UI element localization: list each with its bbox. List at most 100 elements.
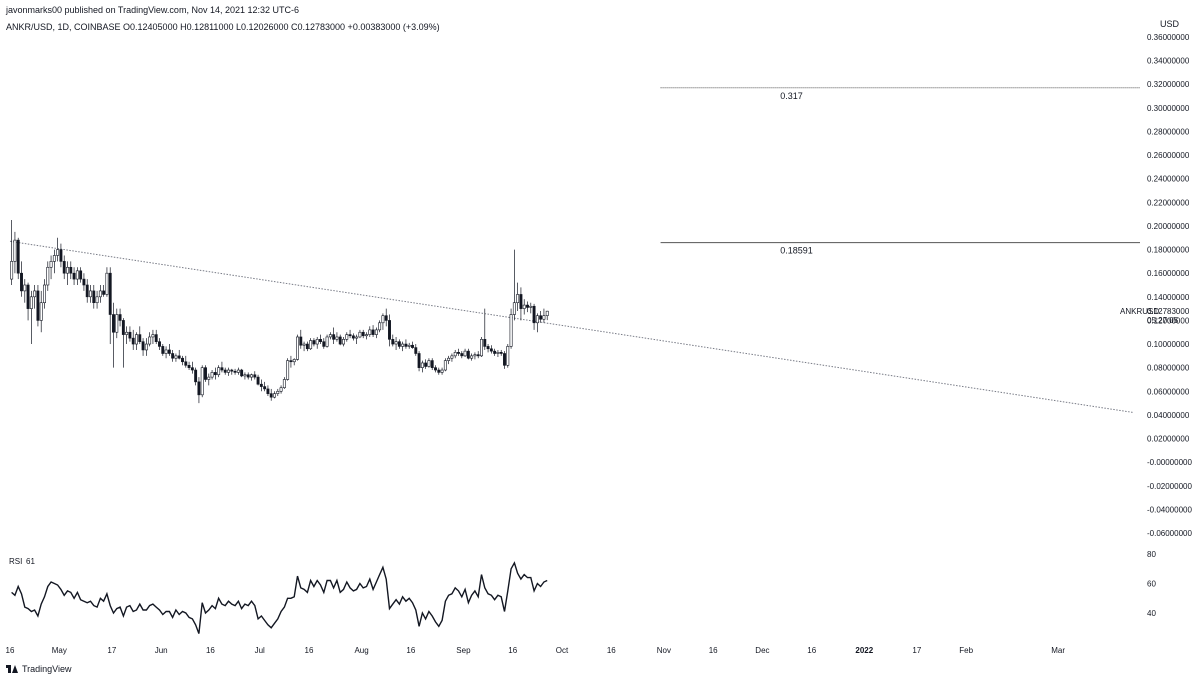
annotation-layer: 0.317 0.18591 [660,87,1140,256]
candle-body [457,352,460,354]
candle-body [407,344,411,347]
candle-body [39,302,43,321]
time-tick-label: 16 [305,646,314,655]
candle-body [26,284,30,309]
candle-body [417,353,421,368]
candle-body [486,346,490,350]
time-axis[interactable]: 16 May 17 Jun 16 Jul 16 Aug 16 Sep 16 Oct 16 Nov 16 Dec… [6,646,1066,655]
price-tick-label: -0.02000000 [1147,482,1192,491]
candle-body [59,249,63,262]
candle-body [62,261,66,274]
time-tick-label: 16 [607,646,616,655]
rsi-tick-label: 60 [1147,580,1156,589]
last-price-label: ANKRUSD 0.12783000 05:27:05 [1120,307,1190,325]
time-tick-label: 17 [107,646,116,655]
candle-body [200,367,204,396]
rsi-pane[interactable]: RSI 61 80 60 40 [9,550,1156,634]
candle-body [470,355,474,359]
candle-body [411,344,414,348]
candle-body [434,367,437,371]
candle-body [161,346,165,354]
publisher-line: javonmarks00 published on TradingView.co… [6,5,300,15]
candle-body [460,353,464,357]
price-tick-label: 0.22000000 [1147,198,1190,207]
candle-body [512,302,516,315]
candle-body [348,334,352,337]
candle-body [286,360,290,380]
candle-body [138,334,142,342]
candle-body [309,340,313,350]
candle-body [322,341,326,347]
last-price-symbol: ANKRUSD [1120,307,1159,316]
candle-body [181,357,184,363]
price-tick-label: 0.04000000 [1147,411,1190,420]
candle-body [345,334,349,340]
candle-body [207,376,211,380]
price-tick-label: 0.10000000 [1147,340,1190,349]
symbol-ohlc-line: ANKR/USD, 1D, COINBASE O0.12405000 H0.12… [6,22,440,32]
candle-body [75,270,79,280]
price-axis[interactable]: 0.36000000 0.34000000 0.32000000 0.30000000… [1147,33,1192,538]
candle-body [46,266,50,286]
time-tick-label: Aug [354,646,368,655]
time-tick-label: 16 [807,646,816,655]
candle-body [532,305,536,324]
time-tick-label: Mar [1051,646,1065,655]
candle-body [499,352,503,354]
candle-body [223,369,227,373]
candle-body [184,361,188,366]
rsi-label: RSI [9,557,22,566]
candle-body [447,357,451,361]
candle-body [351,335,355,339]
time-tick-label: 16 [709,646,718,655]
candle-body [177,355,181,359]
candle-body [509,314,513,347]
candle-body [105,272,109,295]
candle-body [388,320,391,340]
candle-body [92,290,96,304]
candle-body [121,320,125,335]
candle-body [23,284,27,292]
candle-body [394,341,398,345]
candle-body [82,278,86,286]
candle-body [246,374,250,378]
candle-body [466,350,470,359]
candle-body [151,334,155,338]
price-tick-label: 0.18000000 [1147,246,1190,255]
candle-body [144,343,148,351]
candle-body [420,362,424,368]
candle-body [148,336,152,345]
candle-body [453,352,457,357]
candle-body [128,331,132,339]
tradingview-brand-label: TradingView [22,664,72,674]
candle-body [342,339,345,345]
price-tick-label: 0.14000000 [1147,293,1190,302]
candle-body [95,296,99,304]
candle-body [164,349,168,354]
candle-body [167,349,171,354]
candle-body [358,331,362,338]
candle-body [66,266,69,274]
candle-body [516,294,520,304]
target-line-label: 0.18591 [780,246,813,256]
price-tick-label: 0.26000000 [1147,151,1190,160]
candle-body [381,315,385,324]
candle-body [424,362,428,367]
candle-body [98,290,102,298]
candle-body [404,343,408,347]
candle-body [250,374,253,378]
candle-body [79,270,83,280]
candle-body [397,341,401,347]
candle-body [529,305,533,308]
candle-body [519,294,523,309]
candle-body [220,367,224,371]
candle-body [112,314,115,333]
candle-body [296,336,299,360]
candle-body [13,239,17,262]
candle-body [266,388,270,394]
candle-body [378,322,382,331]
candle-body [227,369,230,373]
time-tick-label: 16 [508,646,517,655]
tradingview-brand[interactable]: TradingView [6,664,72,674]
